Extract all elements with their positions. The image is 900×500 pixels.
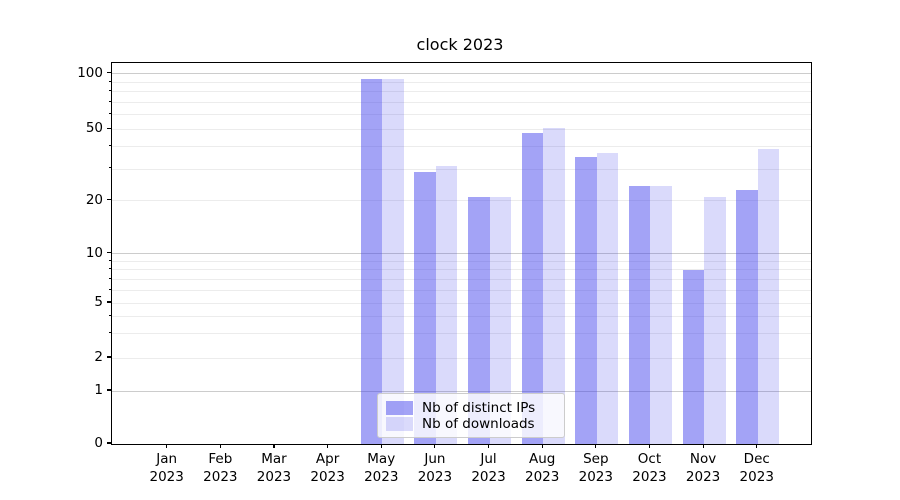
legend-swatch-downloads-icon xyxy=(386,417,413,431)
y-minor-tickmark xyxy=(108,268,111,270)
x-tickmark xyxy=(487,444,490,448)
bar-distinct-ips xyxy=(521,132,544,444)
bar-downloads xyxy=(489,196,512,444)
y-minor-tickmark xyxy=(108,145,111,147)
y-tickmark xyxy=(107,356,111,358)
x-tickmark xyxy=(273,444,275,448)
x-tickmark xyxy=(702,444,704,448)
y-minor-tickmark xyxy=(108,277,111,279)
y-minor-tickmark xyxy=(108,167,111,169)
bar-distinct-ips xyxy=(468,196,490,444)
bar-distinct-ips xyxy=(682,269,705,444)
gridline-minor xyxy=(112,269,811,271)
y-tickmark xyxy=(107,301,111,303)
y-tickmark xyxy=(107,72,111,74)
x-tickmark xyxy=(434,444,436,448)
gridline-minor xyxy=(112,315,811,317)
gridline-minor xyxy=(112,302,811,304)
bar-downloads xyxy=(543,127,565,444)
y-tick-label: 100 xyxy=(77,64,103,81)
x-tick-label: Jun 2023 xyxy=(417,451,453,485)
bar-downloads xyxy=(435,166,458,444)
y-tick-label: 1 xyxy=(94,382,103,398)
gridline-minor xyxy=(112,289,811,291)
gridline-minor xyxy=(112,278,811,280)
gridline-minor xyxy=(112,81,811,83)
gridline-minor xyxy=(112,101,811,103)
plot-area xyxy=(111,62,812,445)
gridline-major xyxy=(112,390,811,392)
y-minor-tickmark xyxy=(108,80,111,82)
y-minor-tickmark xyxy=(108,288,111,290)
gridline-minor xyxy=(112,146,811,148)
x-tick-label: Dec 2023 xyxy=(739,451,774,485)
x-tickmark xyxy=(595,444,597,448)
y-tickmark xyxy=(107,252,111,254)
legend-item-downloads: Nb of downloads xyxy=(386,416,556,432)
legend-item-distinct-ips: Nb of distinct IPs xyxy=(386,400,556,416)
y-tick-label: 0 xyxy=(94,435,103,451)
y-tick-label: 20 xyxy=(85,191,103,208)
x-tick-label: Jul 2023 xyxy=(471,451,506,485)
y-tick-label: 50 xyxy=(85,120,103,137)
y-minor-tickmark xyxy=(108,113,111,115)
x-tick-label: Nov 2023 xyxy=(685,451,721,485)
gridline-minor xyxy=(112,260,811,262)
y-minor-tickmark xyxy=(108,314,111,316)
x-tickmark xyxy=(327,444,329,448)
x-tick-label: Aug 2023 xyxy=(524,451,560,485)
y-tick-label: 10 xyxy=(85,244,103,261)
x-tickmark xyxy=(219,444,221,448)
legend-label-distinct-ips: Nb of distinct IPs xyxy=(422,400,536,416)
legend-swatch-distinct-ips-icon xyxy=(386,401,413,415)
y-minor-tickmark xyxy=(108,332,111,334)
gridline-minor xyxy=(112,128,811,130)
x-tick-label: Apr 2023 xyxy=(310,451,345,485)
gridline-major xyxy=(112,73,811,75)
gridline-major xyxy=(112,253,811,255)
y-tickmark xyxy=(107,198,111,201)
bar-downloads xyxy=(650,186,672,444)
y-minor-tickmark xyxy=(108,259,111,261)
bar-distinct-ips xyxy=(628,186,651,444)
y-tick-label: 5 xyxy=(94,294,103,310)
legend: Nb of distinct IPs Nb of downloads xyxy=(377,393,565,438)
x-tick-label: Mar 2023 xyxy=(256,451,292,485)
bar-downloads xyxy=(757,148,780,444)
bar-downloads xyxy=(704,196,726,444)
y-minor-tickmark xyxy=(108,90,111,92)
chart-title: clock 2023 xyxy=(416,35,504,54)
x-tick-label: Oct 2023 xyxy=(632,451,667,485)
y-tickmark xyxy=(107,127,111,129)
x-tickmark xyxy=(648,444,651,448)
x-tickmark xyxy=(756,444,758,448)
bar-distinct-ips xyxy=(736,189,758,444)
x-tick-label: Jan 2023 xyxy=(149,451,184,485)
y-tick-label: 2 xyxy=(94,349,103,365)
gridline-minor xyxy=(112,114,811,116)
gridline-minor xyxy=(112,333,811,335)
x-tickmark xyxy=(380,444,382,448)
y-tickmark xyxy=(107,389,111,391)
gridline-minor xyxy=(112,168,811,170)
x-tick-label: Sep 2023 xyxy=(578,451,613,485)
x-tickmark xyxy=(541,444,543,448)
x-tick-label: Feb 2023 xyxy=(203,451,238,485)
gridline-minor xyxy=(112,91,811,93)
x-tickmark xyxy=(166,444,168,448)
gridline-minor xyxy=(112,357,811,359)
bar-distinct-ips xyxy=(360,78,383,444)
bar-distinct-ips xyxy=(575,157,597,444)
y-tickmark xyxy=(107,442,111,444)
y-minor-tickmark xyxy=(108,100,111,102)
bar-downloads xyxy=(382,78,404,444)
x-tick-label: May 2023 xyxy=(364,451,399,485)
legend-label-downloads: Nb of downloads xyxy=(422,416,535,432)
gridline-minor xyxy=(112,200,811,201)
bar-downloads xyxy=(596,152,619,444)
bar-distinct-ips xyxy=(414,171,436,444)
